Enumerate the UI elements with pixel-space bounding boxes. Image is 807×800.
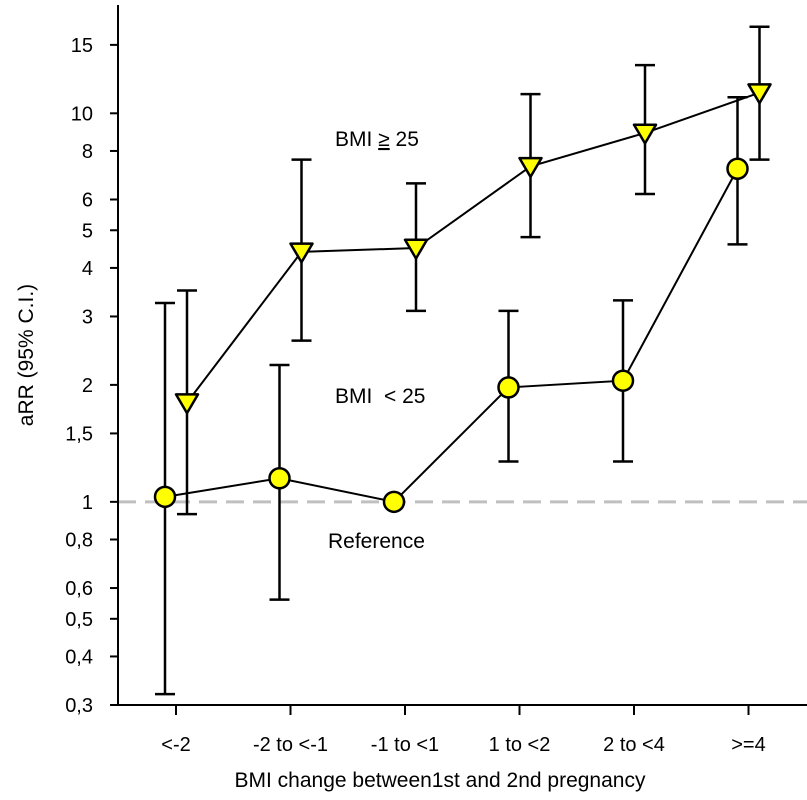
y-tick-label: 1: [82, 492, 93, 514]
y-tick-label: 2: [82, 375, 93, 397]
data-point: [403, 238, 429, 260]
y-axis-ticks: 0,3 0,4 0,5 0,6 0,8 1 1,5 2 3 4 5 6 8 10 15: [65, 35, 118, 717]
series-bmi-ge-25: [174, 25, 772, 516]
data-point: [268, 467, 291, 490]
x-axis-ticks: <-2 -2 to <-1 -1 to <1 1 to <2 2 to <4 >=4: [161, 705, 766, 756]
reference-label: Reference: [328, 530, 425, 553]
y-tick-label: 6: [82, 190, 93, 212]
y-tick-label: 15: [71, 35, 93, 57]
series-label-bmi-high-value: 25: [390, 128, 419, 151]
data-point: [382, 490, 406, 514]
x-axis-title: BMI change between1st and 2nd pregnancy: [235, 769, 646, 792]
data-point: [726, 157, 749, 180]
y-tick-label: 0,6: [65, 578, 93, 600]
y-tick-label: 0,5: [65, 609, 93, 631]
data-point: [174, 393, 200, 415]
series-line: [164, 168, 739, 503]
y-tick-label: 0,8: [65, 529, 93, 551]
x-tick-label: -2 to <-1: [253, 734, 328, 756]
y-tick-label: 5: [82, 220, 93, 242]
data-point: [153, 485, 177, 509]
y-tick-label: 1,5: [65, 423, 93, 445]
x-tick-label: 2 to <4: [603, 734, 665, 756]
y-tick-label: 0,3: [65, 695, 93, 717]
series-layer: [153, 25, 772, 696]
data-point: [747, 83, 772, 105]
data-point: [611, 369, 635, 392]
series-label-bmi-low: BMI < 25: [335, 385, 425, 408]
series-label-bmi-high-prefix: BMI: [335, 128, 378, 151]
series-bmi-lt-25: [153, 95, 749, 696]
x-tick-label: >=4: [731, 734, 765, 756]
y-tick-label: 8: [82, 141, 93, 163]
series-label-bmi-high-symbol: ≥: [378, 128, 390, 151]
y-tick-label: 3: [82, 306, 93, 328]
data-point: [518, 156, 543, 179]
y-tick-label: 0,4: [65, 646, 93, 668]
y-axis-title: aRR (95% C.I.): [15, 284, 38, 426]
x-tick-label: 1 to <2: [489, 734, 551, 756]
y-tick-label: 4: [82, 258, 93, 280]
y-tick-label: 10: [71, 103, 93, 125]
series-label-bmi-high: BMI ≥ 25: [335, 128, 419, 151]
x-tick-label: -1 to <1: [371, 734, 439, 756]
x-tick-label: <-2: [161, 734, 190, 756]
data-point: [632, 123, 658, 145]
data-point: [289, 242, 314, 264]
data-point: [497, 376, 520, 399]
series-line: [186, 91, 760, 404]
